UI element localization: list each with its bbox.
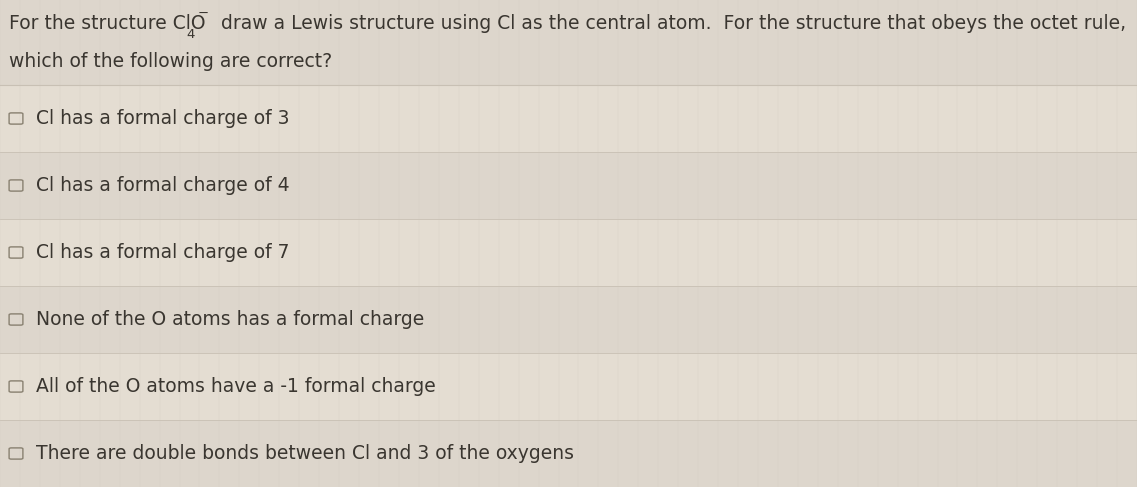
Text: 4: 4 [186, 28, 194, 41]
Text: There are double bonds between Cl and 3 of the oxygens: There are double bonds between Cl and 3 … [36, 444, 574, 463]
FancyBboxPatch shape [0, 353, 1137, 420]
FancyBboxPatch shape [0, 420, 1137, 487]
FancyBboxPatch shape [0, 85, 1137, 152]
Text: All of the O atoms have a -1 formal charge: All of the O atoms have a -1 formal char… [36, 377, 437, 396]
Text: Cl has a formal charge of 3: Cl has a formal charge of 3 [36, 109, 290, 128]
FancyBboxPatch shape [0, 286, 1137, 353]
Text: Cl has a formal charge of 7: Cl has a formal charge of 7 [36, 243, 290, 262]
Text: For the structure ClO: For the structure ClO [9, 14, 206, 33]
Text: −: − [198, 7, 209, 19]
Text: which of the following are correct?: which of the following are correct? [9, 52, 332, 71]
Text: None of the O atoms has a formal charge: None of the O atoms has a formal charge [36, 310, 424, 329]
Text: Cl has a formal charge of 4: Cl has a formal charge of 4 [36, 176, 290, 195]
FancyBboxPatch shape [0, 0, 1137, 85]
FancyBboxPatch shape [0, 152, 1137, 219]
Text: draw a Lewis structure using Cl as the central atom.  For the structure that obe: draw a Lewis structure using Cl as the c… [209, 14, 1127, 33]
FancyBboxPatch shape [0, 219, 1137, 286]
